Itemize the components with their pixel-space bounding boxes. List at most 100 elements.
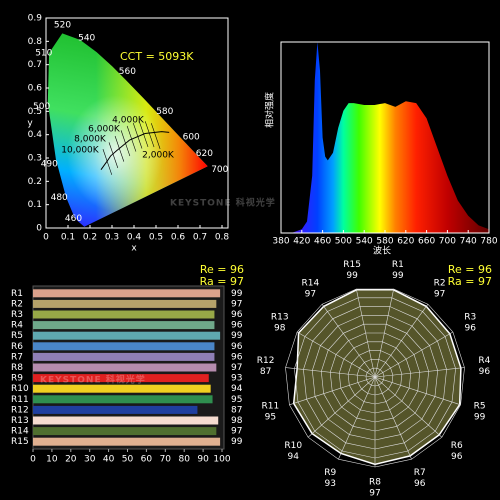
bar bbox=[33, 289, 221, 298]
bar bbox=[33, 331, 221, 340]
category-label: R5 bbox=[474, 401, 486, 411]
x-tick-label: 500 bbox=[335, 237, 352, 247]
value-label: 96 bbox=[465, 324, 477, 334]
value-label: 93 bbox=[325, 479, 336, 489]
grid-ring bbox=[338, 341, 412, 414]
category-label: R3 bbox=[464, 313, 476, 323]
x-tick-label: 50 bbox=[122, 455, 134, 465]
x-tick-label: 20 bbox=[65, 455, 77, 465]
grid-ring bbox=[356, 359, 394, 396]
category-label: R6 bbox=[11, 342, 23, 352]
x-tick-label: 420 bbox=[293, 237, 310, 247]
spoke bbox=[355, 288, 376, 378]
value-label: 95 bbox=[265, 412, 276, 422]
value-label: 99 bbox=[231, 331, 243, 341]
category-label: R3 bbox=[11, 310, 23, 320]
y-tick-label: 0 bbox=[36, 224, 42, 234]
x-tick-label: 10 bbox=[46, 455, 58, 465]
category-label: R1 bbox=[11, 289, 23, 299]
value-label: 96 bbox=[479, 367, 491, 377]
y-axis-label: 相对强度 bbox=[264, 92, 276, 128]
grid-ring bbox=[329, 332, 421, 423]
isotherm-label: 10,000K bbox=[61, 146, 99, 156]
x-tick-label: 780 bbox=[480, 237, 497, 247]
category-label: R11 bbox=[262, 401, 280, 411]
bar bbox=[33, 405, 198, 414]
category-label: R8 bbox=[11, 363, 23, 373]
value-label: 99 bbox=[231, 289, 243, 299]
y-tick-label: 0.2 bbox=[28, 177, 42, 187]
value-label: 99 bbox=[346, 271, 358, 281]
isotherm bbox=[138, 121, 149, 148]
bar bbox=[33, 437, 221, 446]
bar bbox=[33, 342, 215, 351]
chromaticity-gamut bbox=[47, 33, 208, 227]
x-tick-label: 0 bbox=[43, 233, 49, 243]
x-tick-label: 90 bbox=[197, 455, 209, 465]
isotherm-label: 8,000K bbox=[74, 135, 107, 145]
bar bbox=[33, 427, 217, 436]
grid-ring bbox=[347, 350, 403, 405]
isotherm-label: 4,000K bbox=[112, 116, 145, 126]
bar bbox=[33, 374, 209, 383]
grid-ring bbox=[320, 323, 430, 432]
category-label: R4 bbox=[478, 356, 490, 366]
value-label: 97 bbox=[231, 299, 242, 309]
x-tick-label: 0.2 bbox=[83, 233, 97, 243]
plot-frame bbox=[45, 17, 229, 229]
grid-ring bbox=[303, 306, 447, 450]
value-label: 97 bbox=[305, 290, 316, 300]
category-label: R14 bbox=[11, 427, 29, 437]
wavelength-label: 540 bbox=[78, 33, 95, 43]
x-tick-label: 620 bbox=[397, 237, 414, 247]
wavelength-label: 460 bbox=[65, 214, 82, 224]
x-tick-label: 60 bbox=[141, 455, 153, 465]
value-label: 87 bbox=[260, 367, 271, 377]
x-tick-label: 380 bbox=[272, 237, 289, 247]
value-label: 98 bbox=[231, 416, 243, 426]
wavelength-label: 700 bbox=[211, 165, 228, 175]
value-label: 95 bbox=[231, 395, 242, 405]
value-label: 97 bbox=[369, 489, 380, 499]
bar bbox=[33, 321, 215, 330]
bar bbox=[33, 299, 217, 308]
x-tick-label: 700 bbox=[439, 237, 456, 247]
spoke bbox=[374, 288, 395, 378]
x-tick-label: 0.6 bbox=[171, 233, 186, 243]
x-axis-label: 波长 bbox=[373, 245, 391, 257]
bar bbox=[33, 363, 217, 372]
x-tick-label: 0.8 bbox=[215, 233, 230, 243]
value-label: 87 bbox=[231, 405, 242, 415]
value-label: 99 bbox=[392, 271, 404, 281]
isotherm-label: 6,000K bbox=[88, 125, 121, 135]
value-label: 97 bbox=[434, 290, 445, 300]
x-tick-label: 0 bbox=[30, 455, 36, 465]
x-tick-label: 30 bbox=[84, 455, 96, 465]
value-label: 99 bbox=[474, 412, 486, 422]
category-label: R14 bbox=[301, 279, 319, 289]
spoke bbox=[285, 367, 376, 378]
isotherm-label: 2,000K bbox=[142, 151, 175, 161]
watermark: KEYSTONE 科视光学 bbox=[170, 197, 276, 209]
index-label: Ra = 97 bbox=[448, 275, 492, 288]
wavelength-label: 510 bbox=[35, 49, 52, 59]
grid-ring bbox=[311, 315, 439, 441]
wavelength-label: 500 bbox=[33, 102, 50, 112]
bar bbox=[33, 384, 211, 393]
value-label: 96 bbox=[231, 321, 243, 331]
bar bbox=[33, 416, 219, 425]
category-label: R12 bbox=[11, 405, 29, 415]
wavelength-label: 600 bbox=[183, 133, 200, 143]
cct-label: CCT = 5093K bbox=[120, 50, 194, 63]
value-label: 97 bbox=[231, 427, 242, 437]
wavelength-label: 560 bbox=[119, 67, 136, 77]
x-tick-label: 460 bbox=[314, 237, 331, 247]
isotherm bbox=[108, 142, 119, 169]
category-label: R5 bbox=[11, 331, 23, 341]
index-label: Re = 96 bbox=[448, 263, 492, 276]
value-label: 94 bbox=[288, 452, 300, 462]
category-label: R9 bbox=[11, 374, 23, 384]
x-tick-label: 0.1 bbox=[61, 233, 75, 243]
spoke bbox=[321, 304, 376, 378]
